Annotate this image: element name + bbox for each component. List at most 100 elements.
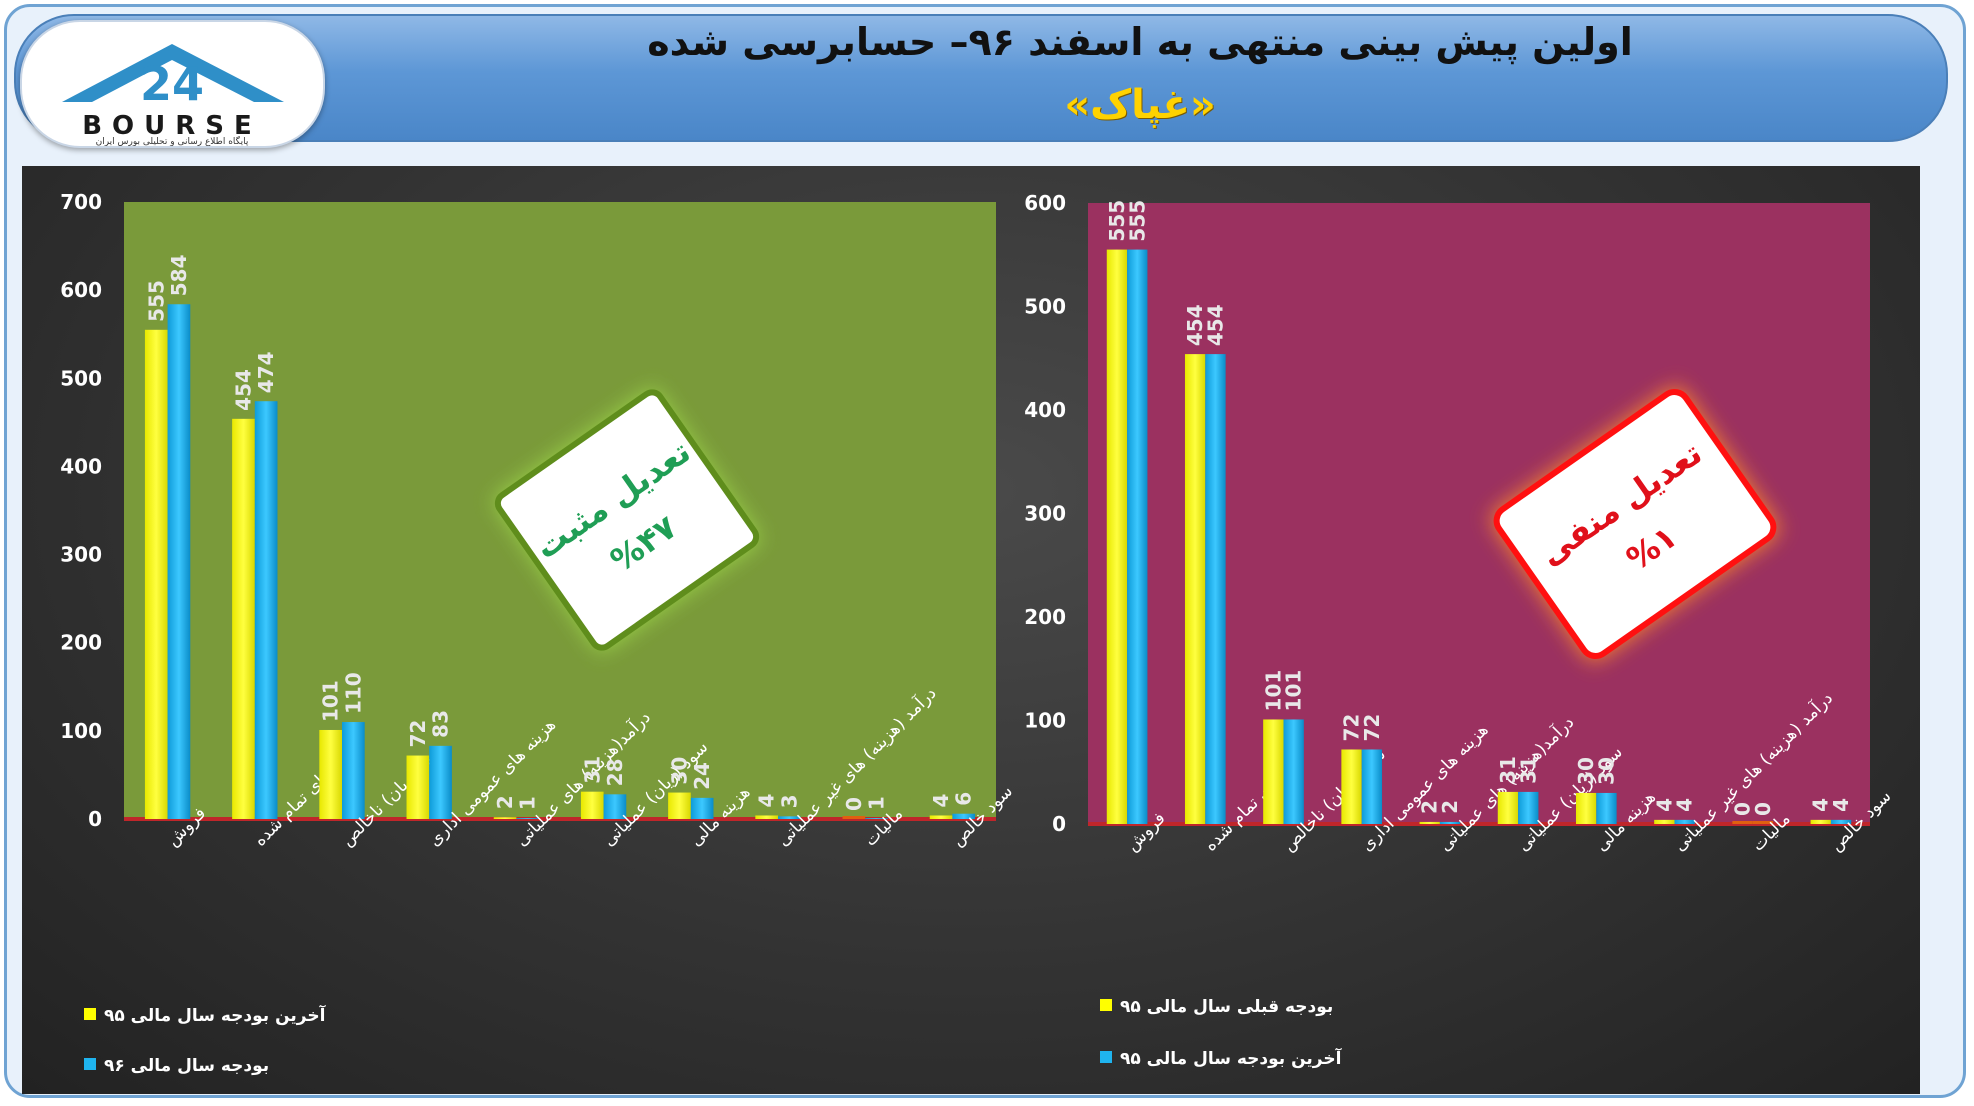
bar-blue — [1439, 821, 1461, 824]
y-tick-label: 0 — [1052, 812, 1066, 836]
data-label: 101 — [1261, 670, 1285, 712]
page-title: اولین پیش بینی منتهی به اسفند ۹۶– حسابرس… — [647, 20, 1633, 64]
data-label: 30 — [1574, 757, 1598, 785]
data-label: 4 — [929, 794, 953, 808]
bar-blue — [1361, 749, 1383, 824]
data-label: 4 — [1829, 798, 1853, 812]
data-label: 6 — [952, 792, 976, 806]
data-label: 4 — [1809, 798, 1833, 812]
data-label: 0 — [1731, 802, 1755, 816]
data-label: 72 — [1340, 714, 1364, 742]
data-label: 1 — [516, 796, 540, 810]
bar-blue — [1283, 719, 1304, 824]
logo-number: 24 — [140, 57, 204, 111]
data-label: 31 — [1496, 756, 1520, 784]
logo: 24 BOURSE پایگاه اطلاع رسانی و تحلیلی بو… — [20, 20, 325, 148]
data-label: 30 — [1594, 757, 1618, 785]
bar-blue — [1830, 819, 1852, 824]
y-tick-label: 600 — [1024, 191, 1066, 215]
badge-positive: تعدیل مثبت %۴۷ — [494, 388, 760, 652]
bar-blue — [1518, 791, 1539, 824]
data-label: 31 — [1516, 756, 1540, 784]
badge-negative: تعدیل منفی %۱ — [1491, 386, 1779, 662]
bar-yellow — [1106, 249, 1128, 824]
data-label: 474 — [254, 351, 278, 393]
data-label: 454 — [1203, 304, 1227, 346]
bar-yellow — [144, 329, 168, 819]
bar-blue — [429, 745, 452, 819]
legend-swatch — [1100, 999, 1112, 1011]
data-label: 2 — [1438, 800, 1462, 814]
bar-blue — [254, 401, 278, 819]
data-label: 454 — [231, 369, 255, 411]
data-label: 584 — [167, 254, 191, 296]
y-tick-label: 200 — [60, 631, 102, 655]
bar-yellow — [1184, 354, 1206, 824]
data-label: 0 — [1751, 802, 1775, 816]
data-label: 30 — [667, 757, 691, 785]
bar-blue — [342, 722, 365, 819]
y-tick-label: 600 — [60, 278, 102, 302]
bar-yellow — [1654, 819, 1675, 824]
header-bar — [14, 14, 1948, 142]
bar-yellow — [1341, 749, 1362, 824]
y-tick-label: 100 — [60, 719, 102, 743]
bar-blue — [1205, 354, 1226, 824]
bar-blue — [1127, 249, 1148, 824]
bar-blue — [1596, 792, 1617, 824]
bar-yellow — [929, 815, 953, 819]
charts-area: 0 100 200 300 400 500 600 700 555 584 فروش 454 474 به… — [22, 166, 1920, 1094]
legend-swatch — [84, 1008, 96, 1020]
bar-yellow — [319, 729, 342, 819]
charts-svg: 0100200300400500600700555584فروش454474به… — [60, 190, 1895, 1076]
data-label: 83 — [429, 710, 453, 738]
data-label: 3 — [777, 794, 801, 808]
logo-text: BOURSE — [82, 111, 262, 141]
data-label: 555 — [144, 280, 168, 322]
data-label: 1 — [865, 796, 889, 810]
bar-yellow — [1810, 819, 1831, 824]
bar-yellow — [1263, 719, 1284, 824]
bar-yellow — [1575, 792, 1597, 824]
legend-swatch — [1100, 1051, 1112, 1063]
bar-blue — [778, 816, 801, 819]
y-tick-label: 0 — [88, 807, 102, 831]
data-label: 28 — [603, 758, 627, 786]
bar-yellow — [755, 815, 778, 819]
bar-yellow — [406, 755, 430, 819]
bar-blue — [167, 304, 191, 819]
logo-graphic: 24 BOURSE پایگاه اطلاع رسانی و تحلیلی بو… — [62, 44, 284, 147]
bar-yellow — [493, 817, 517, 819]
bar-yellow — [580, 791, 604, 819]
data-label: 2 — [493, 795, 517, 809]
legend-label: آخرین بودجه سال مالی ۹۵ — [1120, 1047, 1343, 1069]
logo-tagline: پایگاه اطلاع رسانی و تحلیلی بورس ایران — [96, 135, 249, 146]
data-label: 0 — [842, 797, 866, 811]
data-label: 555 — [1105, 200, 1129, 242]
data-label: 2 — [1418, 800, 1442, 814]
y-tick-label: 100 — [1024, 709, 1066, 733]
y-tick-label: 400 — [1024, 398, 1066, 422]
bar-blue — [865, 818, 888, 819]
bar-blue — [690, 797, 714, 819]
data-label: 72 — [1360, 714, 1384, 742]
data-label: 101 — [319, 680, 343, 722]
legend-label: بودجه سال مالی ۹۶ — [104, 1056, 269, 1076]
y-tick-label: 500 — [1024, 295, 1066, 319]
y-tick-label: 200 — [1024, 605, 1066, 629]
data-label: 31 — [580, 756, 604, 784]
y-tick-label: 300 — [60, 543, 102, 567]
y-tick-label: 700 — [60, 190, 102, 214]
legend-swatch — [84, 1058, 96, 1070]
bar-yellow — [1497, 791, 1519, 824]
data-label: 101 — [1282, 670, 1306, 712]
data-label: 4 — [1652, 798, 1676, 812]
data-label: 24 — [690, 762, 714, 790]
data-label: 555 — [1125, 200, 1149, 242]
y-tick-label: 300 — [1024, 502, 1066, 526]
y-tick-label: 500 — [60, 366, 102, 390]
bar-blue — [603, 794, 627, 819]
data-label: 4 — [1673, 798, 1697, 812]
bar-yellow — [1419, 821, 1440, 824]
legend-label: آخرین بودجه سال مالی ۹۵ — [104, 1004, 327, 1026]
